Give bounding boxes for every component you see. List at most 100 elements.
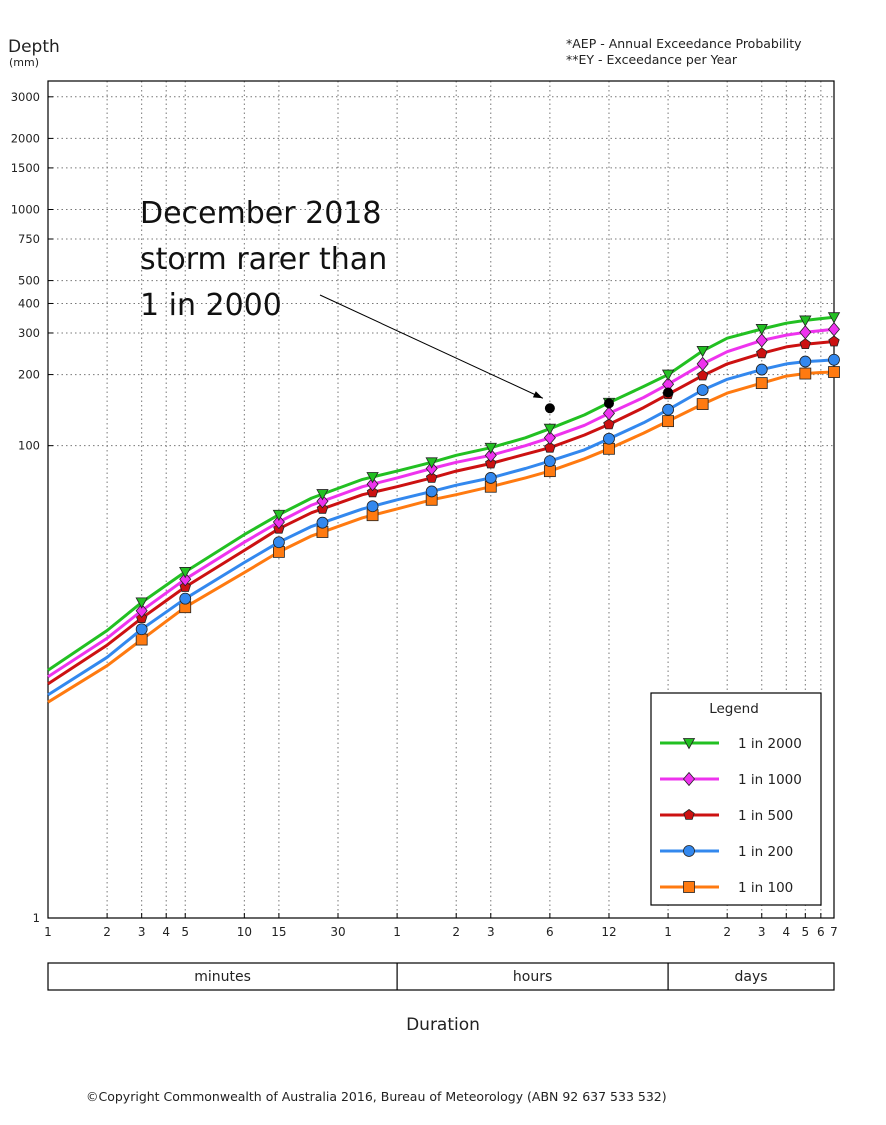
storm-point — [544, 403, 555, 414]
series-marker — [366, 500, 379, 513]
series-1-in-200 — [47, 353, 840, 697]
series-marker — [272, 509, 286, 522]
series-marker — [316, 494, 329, 509]
series-marker — [603, 442, 615, 455]
series-marker — [484, 442, 497, 455]
series-marker — [799, 355, 812, 368]
series-marker — [827, 322, 841, 337]
x-tick-label: 4 — [782, 925, 790, 939]
series-marker — [543, 455, 556, 468]
legend-item: 1 in 200 — [660, 844, 793, 860]
series-marker — [755, 333, 768, 348]
series-1-in-100 — [47, 366, 840, 704]
legend-item: 1 in 2000 — [660, 736, 802, 752]
series-marker — [755, 363, 768, 376]
series-marker — [484, 472, 497, 484]
y-axis-label: Depth — [8, 37, 60, 57]
series-marker — [135, 623, 148, 636]
legend-item: 1 in 500 — [660, 808, 793, 824]
copyright: ©Copyright Commonwealth of Australia 201… — [86, 1089, 667, 1104]
series-marker — [425, 485, 438, 498]
series-marker — [366, 477, 379, 492]
unit-label-hours: hours — [513, 969, 552, 985]
series-marker — [799, 338, 811, 350]
y-tick-label: 200 — [18, 368, 40, 382]
legend-label: 1 in 1000 — [738, 772, 802, 788]
y-tick-label: 400 — [18, 296, 40, 310]
y-axis-unit: (mm) — [9, 56, 40, 69]
series-marker — [179, 572, 192, 587]
y-tick-label: 1500 — [11, 161, 40, 175]
legend-label: 1 in 500 — [738, 808, 793, 824]
series-marker — [425, 471, 438, 483]
x-axis-title: Duration — [406, 1015, 480, 1035]
x-tick-label: 10 — [237, 925, 252, 939]
y-tick-label: 1000 — [11, 202, 40, 216]
series-marker — [799, 367, 812, 380]
legend-marker — [683, 809, 695, 820]
series-marker — [135, 603, 148, 618]
x-tick-label: 5 — [181, 925, 189, 939]
series-marker — [543, 430, 556, 445]
series-marker — [755, 324, 768, 336]
x-tick-label: 12 — [601, 925, 616, 939]
x-tick-label: 1 — [44, 925, 52, 939]
legend-title: Legend — [709, 701, 759, 717]
series-marker — [828, 366, 840, 378]
units-bar-frame — [47, 962, 835, 991]
x-tick-label: 6 — [546, 925, 554, 939]
x-tick-label: 6 — [817, 925, 825, 939]
series-marker — [662, 403, 674, 416]
series-marker — [272, 514, 285, 530]
legend-marker — [683, 881, 695, 893]
series-1-in-1000 — [47, 322, 841, 679]
y-tick-label: 3000 — [11, 90, 40, 104]
series-marker — [485, 457, 497, 469]
annotation-line-2: storm rarer than — [140, 242, 388, 277]
series-marker — [696, 398, 709, 410]
series-marker — [543, 465, 556, 478]
legend-label: 1 in 200 — [738, 844, 793, 860]
y-tick-label: 2000 — [11, 131, 40, 145]
series-marker — [273, 536, 285, 549]
legend-item: 1 in 100 — [660, 880, 793, 896]
series-marker — [756, 347, 768, 359]
y-tick-label: 1 — [33, 911, 40, 925]
legend-marker — [683, 845, 695, 857]
series-marker — [827, 312, 841, 324]
x-tick-label: 3 — [758, 925, 766, 939]
series-marker — [603, 432, 615, 445]
y-tick-label: 500 — [18, 274, 40, 288]
x-tick-label: 2 — [103, 925, 111, 939]
annotation-arrowhead — [532, 391, 543, 399]
legend-box — [650, 692, 822, 906]
y-tick-label: 100 — [18, 439, 40, 453]
series-marker — [135, 597, 148, 609]
series-marker — [662, 415, 674, 428]
storm-point — [663, 387, 674, 398]
series-marker — [755, 377, 768, 390]
legend-marker — [682, 738, 696, 750]
series-marker — [661, 369, 675, 381]
series-marker — [366, 486, 379, 498]
series-marker — [602, 406, 616, 421]
storm-point — [603, 398, 614, 409]
annotation-arrow — [319, 294, 544, 399]
unit-label-minutes: minutes — [194, 969, 251, 985]
legend: Legend 1 in 2000 1 in 1000 1 in 500 1 in 200… — [650, 692, 822, 906]
y-tick-label: 300 — [18, 326, 40, 340]
series-marker — [828, 335, 840, 347]
series-marker — [799, 315, 812, 327]
x-tick-label: 5 — [801, 925, 809, 939]
series-marker — [799, 325, 812, 340]
unit-label-days: days — [735, 969, 768, 985]
ey-note: **EY - Exceedance per Year — [566, 52, 738, 67]
series-marker — [316, 489, 329, 501]
series-marker — [316, 502, 329, 514]
aep-note: *AEP - Annual Exceedance Probability — [566, 36, 802, 51]
legend-item: 1 in 1000 — [660, 771, 802, 788]
x-tick-label: 2 — [452, 925, 460, 939]
x-tick-label: 2 — [723, 925, 731, 939]
series-marker — [696, 345, 709, 358]
